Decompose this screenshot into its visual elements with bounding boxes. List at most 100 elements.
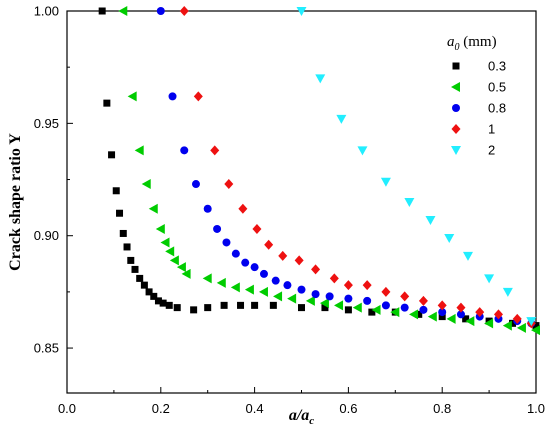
data-point bbox=[334, 300, 344, 311]
series-0_5 bbox=[118, 6, 540, 336]
series-0_3 bbox=[98, 7, 540, 330]
data-point bbox=[509, 319, 517, 327]
data-point bbox=[446, 313, 456, 324]
data-point bbox=[438, 313, 446, 321]
data-point bbox=[213, 224, 222, 233]
data-point bbox=[298, 304, 305, 312]
data-point bbox=[210, 145, 220, 156]
data-point bbox=[176, 262, 186, 273]
data-point bbox=[118, 6, 128, 16]
legend-items: 0.3 0.5 0.8 1 2 bbox=[451, 59, 506, 158]
series-1 bbox=[179, 6, 536, 329]
legend-label: 0.5 bbox=[488, 80, 506, 95]
data-point bbox=[116, 209, 124, 217]
data-point bbox=[181, 268, 191, 279]
data-point bbox=[271, 276, 280, 285]
data-point bbox=[352, 302, 362, 313]
data-point bbox=[127, 91, 137, 102]
data-point bbox=[516, 322, 526, 333]
data-point bbox=[140, 281, 148, 289]
legend-title-main: a bbox=[447, 34, 455, 50]
y-tick-label: 0.85 bbox=[34, 341, 59, 356]
legend-marker bbox=[451, 124, 461, 134]
data-point bbox=[131, 265, 139, 273]
data-point bbox=[193, 91, 203, 102]
y-tick-label: 1.00 bbox=[34, 4, 59, 19]
data-point bbox=[168, 92, 177, 101]
data-point bbox=[502, 320, 512, 331]
data-point bbox=[108, 151, 116, 159]
data-point bbox=[241, 258, 250, 267]
data-point bbox=[425, 215, 436, 225]
data-point bbox=[400, 291, 410, 302]
data-point bbox=[204, 304, 212, 312]
data-point bbox=[344, 294, 353, 303]
data-point bbox=[325, 292, 334, 301]
data-point bbox=[159, 299, 167, 307]
x-tick-label: 0.0 bbox=[58, 401, 76, 416]
data-point bbox=[179, 6, 189, 16]
legend-marker bbox=[452, 62, 460, 70]
tick-labels: 0.0 0.2 0.4 0.6 0.8 1.0 0.85 0.90 0.95 1.00 bbox=[34, 4, 545, 417]
legend-marker bbox=[451, 82, 460, 92]
data-point bbox=[190, 306, 198, 314]
x-tick-label: 1.0 bbox=[527, 401, 545, 416]
data-point bbox=[305, 295, 315, 306]
data-point bbox=[230, 282, 240, 293]
legend-label: 0.3 bbox=[488, 59, 506, 74]
data-point bbox=[294, 255, 304, 266]
data-point bbox=[380, 177, 391, 187]
x-axis-title-main: a/a bbox=[289, 407, 309, 424]
data-point bbox=[531, 325, 540, 336]
data-point bbox=[145, 288, 153, 296]
data-point bbox=[297, 285, 306, 294]
data-point bbox=[512, 313, 522, 324]
data-point bbox=[224, 179, 234, 190]
data-point bbox=[343, 280, 353, 291]
data-point bbox=[237, 301, 245, 309]
x-tick-label: 0.4 bbox=[246, 401, 264, 416]
data-point bbox=[296, 7, 307, 16]
x-tick-label: 0.6 bbox=[339, 401, 357, 416]
data-point bbox=[418, 295, 428, 306]
data-point bbox=[427, 311, 437, 322]
x-tick-label: 0.8 bbox=[433, 401, 451, 416]
data-point bbox=[532, 322, 540, 330]
data-point bbox=[484, 274, 495, 284]
data-point bbox=[437, 300, 447, 311]
data-point bbox=[462, 251, 473, 261]
data-point bbox=[222, 238, 231, 247]
data-point bbox=[141, 179, 151, 190]
data-point bbox=[203, 204, 212, 213]
data-point bbox=[123, 243, 131, 251]
data-point bbox=[134, 145, 144, 156]
data-point bbox=[315, 74, 326, 84]
legend-title-sub: 0 bbox=[455, 42, 460, 53]
data-point bbox=[231, 249, 240, 258]
data-point bbox=[438, 308, 447, 317]
data-point bbox=[155, 223, 165, 234]
data-point bbox=[493, 309, 503, 320]
data-point bbox=[98, 7, 106, 15]
series-0_8 bbox=[156, 7, 536, 328]
data-point bbox=[456, 310, 465, 319]
data-point bbox=[484, 318, 494, 329]
data-point bbox=[148, 203, 158, 214]
data-point bbox=[336, 114, 347, 124]
data-point bbox=[252, 223, 262, 234]
data-point bbox=[321, 304, 329, 312]
data-point bbox=[278, 250, 288, 261]
data-point bbox=[311, 290, 320, 299]
data-point bbox=[112, 187, 120, 195]
data-point bbox=[381, 301, 390, 310]
data-point bbox=[409, 309, 419, 320]
data-point bbox=[357, 146, 368, 156]
x-axis-title-sub: c bbox=[309, 415, 314, 427]
data-point bbox=[368, 308, 376, 316]
series-2 bbox=[296, 7, 537, 327]
data-point bbox=[244, 284, 254, 295]
data-point bbox=[119, 229, 127, 237]
legend: a0 (mm) 0.3 0.5 0.8 1 2 bbox=[447, 34, 506, 158]
data-point bbox=[363, 296, 372, 305]
